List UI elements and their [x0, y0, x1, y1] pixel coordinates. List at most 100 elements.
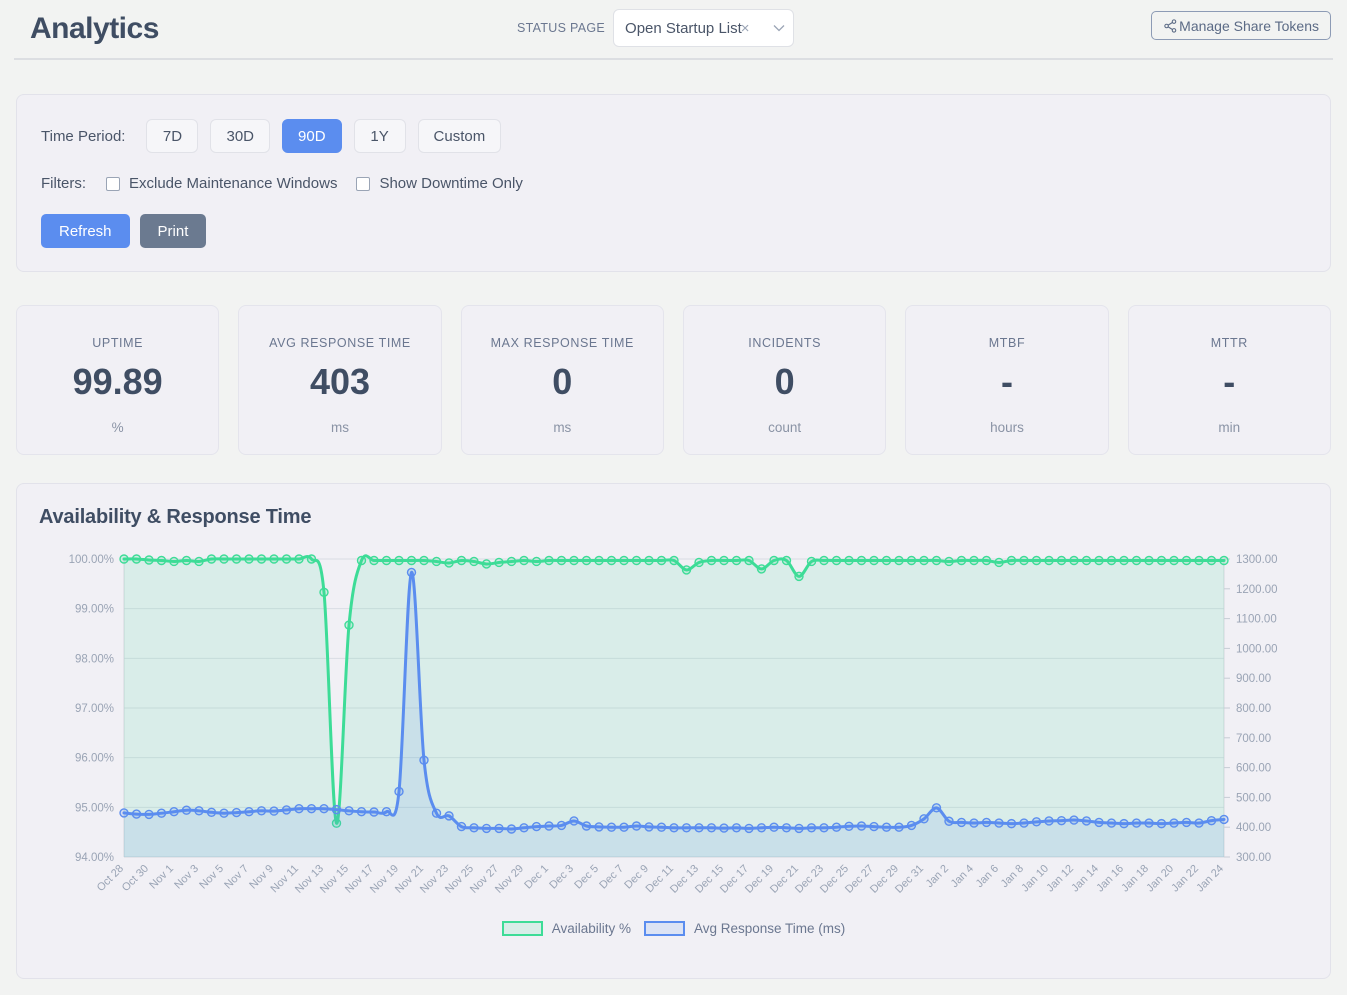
status-page-select[interactable]: Open Startup List ×: [613, 9, 795, 47]
data-point[interactable]: [1006, 555, 1017, 566]
data-point[interactable]: [856, 821, 867, 831]
data-point[interactable]: [831, 822, 842, 832]
time-period-1y[interactable]: 1Y: [353, 119, 406, 153]
data-point[interactable]: [256, 806, 267, 816]
data-point[interactable]: [244, 554, 254, 564]
data-point[interactable]: [306, 804, 317, 814]
data-point[interactable]: [1031, 555, 1042, 566]
data-point[interactable]: [731, 823, 742, 833]
checkbox-icon[interactable]: [356, 176, 371, 191]
data-point[interactable]: [256, 554, 267, 564]
data-point[interactable]: [956, 817, 967, 828]
data-point[interactable]: [206, 554, 217, 564]
data-point[interactable]: [1169, 555, 1179, 566]
data-point[interactable]: [169, 807, 179, 817]
data-point[interactable]: [606, 822, 617, 832]
data-point[interactable]: [769, 822, 779, 832]
print-button[interactable]: Print: [139, 214, 207, 248]
data-point[interactable]: [581, 555, 592, 566]
data-point[interactable]: [131, 554, 142, 564]
data-point[interactable]: [519, 555, 529, 566]
data-point[interactable]: [481, 559, 492, 569]
data-point[interactable]: [119, 808, 129, 818]
data-point[interactable]: [194, 806, 204, 816]
data-point[interactable]: [894, 555, 904, 566]
data-point[interactable]: [644, 822, 654, 832]
data-point[interactable]: [594, 822, 604, 832]
data-point[interactable]: [719, 555, 729, 566]
data-point[interactable]: [344, 806, 354, 816]
data-point[interactable]: [994, 818, 1004, 828]
data-point[interactable]: [306, 554, 317, 564]
data-point[interactable]: [181, 555, 192, 566]
data-point[interactable]: [606, 555, 617, 566]
time-period-custom[interactable]: Custom: [417, 119, 502, 153]
data-point[interactable]: [1206, 555, 1217, 566]
data-point[interactable]: [944, 816, 954, 826]
data-point[interactable]: [656, 555, 667, 566]
data-point[interactable]: [1206, 815, 1217, 826]
data-point[interactable]: [231, 807, 242, 818]
data-point[interactable]: [1219, 555, 1229, 566]
data-point[interactable]: [781, 823, 792, 833]
data-point[interactable]: [269, 554, 279, 564]
data-point[interactable]: [669, 823, 679, 833]
data-point[interactable]: [531, 821, 542, 832]
data-point[interactable]: [594, 555, 604, 566]
data-point[interactable]: [681, 565, 692, 575]
filter-checkbox-item[interactable]: Show Downtime Only: [356, 175, 523, 192]
data-point[interactable]: [1106, 818, 1117, 828]
data-point[interactable]: [931, 555, 942, 566]
data-point[interactable]: [806, 556, 817, 567]
data-point[interactable]: [794, 571, 804, 582]
data-point[interactable]: [444, 811, 454, 821]
data-point[interactable]: [181, 805, 192, 815]
data-point[interactable]: [1081, 816, 1092, 826]
data-point[interactable]: [644, 555, 654, 566]
data-point[interactable]: [1056, 815, 1067, 826]
data-point[interactable]: [281, 554, 292, 564]
refresh-button[interactable]: Refresh: [41, 214, 130, 248]
data-point[interactable]: [519, 823, 529, 833]
data-point[interactable]: [206, 807, 217, 817]
data-point[interactable]: [356, 807, 367, 817]
data-point[interactable]: [294, 804, 304, 814]
data-point[interactable]: [294, 554, 304, 564]
data-point[interactable]: [919, 814, 929, 824]
data-point[interactable]: [981, 817, 992, 828]
data-point[interactable]: [369, 555, 379, 566]
data-point[interactable]: [1094, 555, 1104, 566]
data-point[interactable]: [694, 823, 704, 833]
data-point[interactable]: [344, 620, 354, 630]
data-point[interactable]: [331, 818, 342, 828]
data-point[interactable]: [1181, 817, 1192, 828]
data-point[interactable]: [381, 807, 392, 817]
data-point[interactable]: [631, 555, 642, 566]
data-point[interactable]: [131, 809, 142, 819]
data-point[interactable]: [619, 555, 629, 566]
data-point[interactable]: [494, 823, 504, 834]
data-point[interactable]: [819, 555, 829, 566]
data-point[interactable]: [431, 556, 442, 567]
data-point[interactable]: [1106, 555, 1117, 566]
data-point[interactable]: [481, 823, 492, 834]
data-point[interactable]: [381, 555, 392, 566]
data-point[interactable]: [1194, 555, 1204, 566]
data-point[interactable]: [544, 555, 554, 566]
data-point[interactable]: [856, 555, 867, 566]
legend-item[interactable]: Avg Response Time (ms): [643, 921, 845, 936]
data-point[interactable]: [756, 564, 767, 574]
data-point[interactable]: [1031, 817, 1042, 827]
data-point[interactable]: [694, 557, 704, 568]
close-icon[interactable]: ×: [740, 19, 750, 37]
time-period-7d[interactable]: 7D: [146, 119, 199, 153]
data-point[interactable]: [1094, 817, 1104, 828]
data-point[interactable]: [219, 554, 229, 564]
manage-share-tokens-button[interactable]: Manage Share Tokens: [1151, 11, 1331, 40]
filter-checkbox-item[interactable]: Exclude Maintenance Windows: [106, 175, 337, 192]
data-point[interactable]: [431, 808, 442, 818]
checkbox-icon[interactable]: [106, 176, 120, 191]
data-point[interactable]: [919, 555, 929, 566]
data-point[interactable]: [1169, 818, 1179, 828]
data-point[interactable]: [119, 554, 129, 564]
